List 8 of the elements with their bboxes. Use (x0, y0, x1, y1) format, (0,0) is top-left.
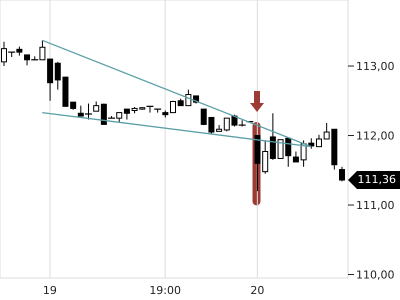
y-tick-label: 111,00 (356, 198, 394, 212)
text: 111,36 (356, 171, 400, 189)
x-tick-label: 19:00 (149, 284, 182, 297)
y-tick-label: 110,00 (356, 268, 394, 282)
x-tick-label: 19 (42, 284, 57, 297)
x-tick-label: 20 (250, 284, 264, 297)
y-tick-label: 112,00 (356, 129, 394, 142)
y-tick-label: 113,00 (356, 60, 394, 73)
